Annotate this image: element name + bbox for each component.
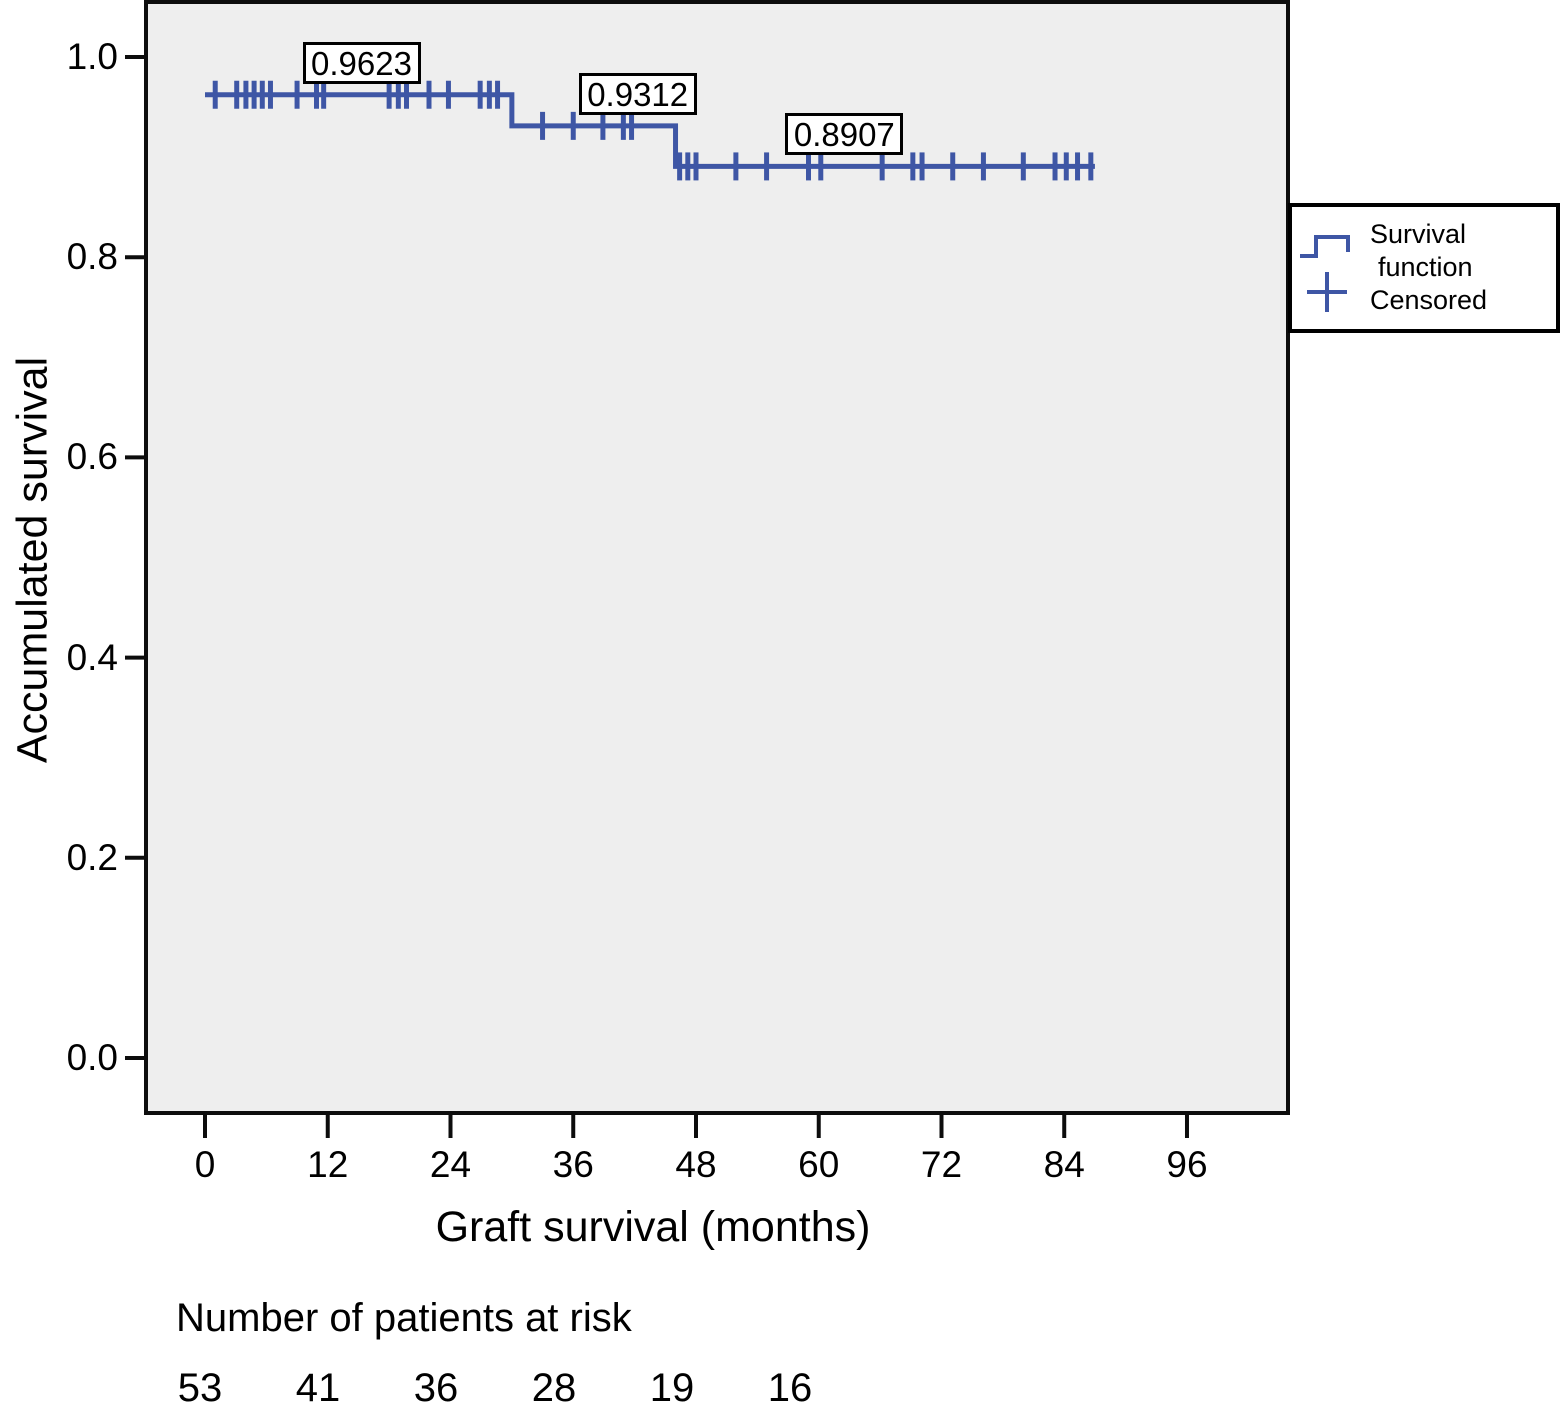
at-risk-value: 16 [767,1366,813,1410]
y-tick-label: 0.6 [66,436,118,478]
x-tick-label: 24 [429,1144,472,1185]
at-risk-value: 41 [295,1366,341,1410]
at-risk-value: 53 [177,1366,223,1410]
x-tick-label: 60 [798,1144,840,1185]
plot-area [144,0,1290,1115]
y-axis-title: Accumulated survival [8,356,57,764]
x-tick-label: 96 [1166,1144,1208,1185]
legend-label-survival-1: Survival [1370,219,1467,249]
annotation-step3: 0.8907 [785,113,904,156]
x-tick-label: 48 [675,1144,717,1185]
y-tick-label: 0.8 [66,236,118,278]
legend-label-survival-2: function [1378,252,1473,282]
y-tick-label: 1.0 [66,36,118,77]
y-tick-label: 0.4 [66,636,118,678]
x-tick-label: 0 [194,1144,216,1185]
y-tick-label: 0.0 [66,1037,118,1078]
x-axis-title: Graft survival (months) [435,1203,871,1251]
survival-line-icon [1300,235,1350,258]
x-tick-label: 84 [1043,1144,1085,1185]
at-risk-value: 19 [649,1366,695,1410]
censored-plus-icon [1307,272,1347,312]
annotation-step2: 0.9312 [578,72,697,115]
legend-label-censored: Censored [1370,285,1488,315]
x-tick-label: 72 [920,1144,963,1185]
at-risk-value: 28 [531,1366,577,1410]
at-risk-value: 36 [413,1366,459,1410]
legend: Survival function Censored [1288,203,1560,333]
at-risk-header: Number of patients at risk [176,1296,632,1340]
x-tick-label: 12 [307,1144,349,1185]
y-tick-label: 0.2 [66,836,118,878]
x-tick-label: 36 [552,1144,594,1185]
annotation-step1: 0.9623 [302,41,421,84]
